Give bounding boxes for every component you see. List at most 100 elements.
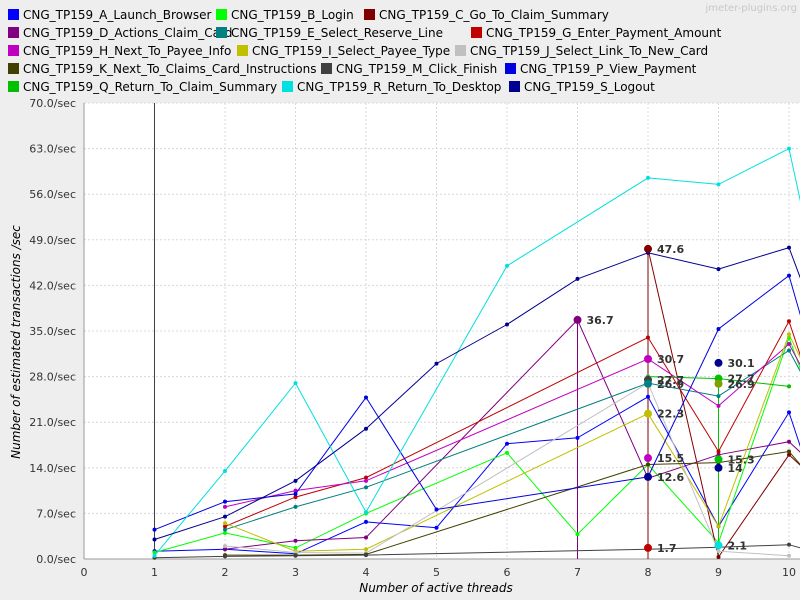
annotations: 36.747.630.727.726.922.315.512.61.730.12… bbox=[573, 243, 755, 555]
data-point bbox=[434, 525, 439, 530]
data-point bbox=[293, 504, 298, 509]
annotation-point bbox=[714, 358, 723, 367]
data-point bbox=[364, 535, 368, 540]
annotation-label: 22.3 bbox=[657, 408, 684, 421]
annotation-point bbox=[714, 455, 723, 464]
data-point bbox=[293, 495, 298, 500]
x-axis-title: Number of active threads bbox=[359, 581, 513, 595]
data-point bbox=[223, 469, 227, 474]
annotation-point bbox=[714, 463, 723, 472]
data-point bbox=[505, 322, 509, 327]
data-point bbox=[716, 403, 721, 408]
data-point bbox=[787, 410, 791, 415]
data-point bbox=[575, 276, 580, 281]
y-tick-label: 63.0/sec bbox=[29, 143, 76, 156]
data-point bbox=[787, 348, 791, 353]
tick-labels: 0 1 2 3 4 5 6 7 8 9 10 0.0/sec 7.0/sec 14.0/sec 21.0/s… bbox=[29, 97, 796, 579]
x-tick-label: 5 bbox=[433, 566, 440, 579]
legend-swatch bbox=[216, 9, 227, 20]
data-point bbox=[364, 519, 368, 524]
data-point bbox=[787, 542, 791, 547]
data-point bbox=[646, 335, 650, 340]
x-tick-label: 2 bbox=[222, 566, 229, 579]
annotation-label: 12.6 bbox=[657, 471, 684, 484]
annotation-label: 30.7 bbox=[657, 353, 684, 366]
data-point bbox=[364, 478, 368, 483]
data-point bbox=[293, 488, 298, 493]
y-tick-label: 56.0/sec bbox=[29, 188, 76, 201]
series-15 bbox=[152, 245, 800, 542]
data-point bbox=[223, 504, 227, 509]
data-point bbox=[716, 449, 721, 454]
x-tick-label: 7 bbox=[574, 566, 581, 579]
x-tick-label: 9 bbox=[715, 566, 722, 579]
data-point bbox=[152, 550, 157, 555]
legend-label: CNG_TP159_S_Logout bbox=[524, 80, 655, 94]
annotation-label: 27.7 bbox=[728, 373, 755, 386]
x-tick-label: 4 bbox=[363, 566, 370, 579]
data-point bbox=[787, 384, 791, 389]
x-tick-label: 6 bbox=[504, 566, 511, 579]
data-point bbox=[364, 547, 368, 552]
y-tick-label: 14.0/sec bbox=[29, 462, 76, 475]
data-point bbox=[364, 485, 368, 490]
annotation-point bbox=[644, 409, 652, 418]
legend-label: CNG_TP159_Q_Return_To_Claim_Summary bbox=[23, 80, 277, 94]
data-point bbox=[364, 475, 368, 480]
data-point bbox=[505, 263, 509, 268]
y-axis-title: Number of estimated transactions /sec bbox=[9, 225, 23, 459]
data-point bbox=[787, 553, 791, 558]
legend-swatch bbox=[505, 63, 516, 74]
x-tick-label: 0 bbox=[81, 566, 88, 579]
series-line bbox=[224, 382, 790, 557]
legend-label: CNG_TP159_H_Next_To_Payee_Info bbox=[23, 44, 231, 58]
annotation-label: 26.9 bbox=[657, 378, 684, 391]
data-point bbox=[716, 267, 721, 272]
data-point bbox=[646, 175, 650, 180]
legend-label: CNG_TP159_E_Select_Reserve_Line bbox=[231, 26, 443, 40]
data-point bbox=[787, 439, 791, 444]
data-point bbox=[787, 245, 791, 250]
data-point bbox=[223, 547, 227, 552]
data-point bbox=[364, 395, 368, 400]
annotation-point bbox=[714, 541, 723, 550]
series-line bbox=[224, 319, 800, 550]
watermark: jmeter-plugins.org bbox=[704, 3, 797, 14]
legend-label: CNG_TP159_D_Actions_Claim_Card bbox=[23, 26, 232, 40]
data-point bbox=[293, 491, 298, 496]
legend-swatch bbox=[364, 9, 375, 20]
annotation-label: 47.6 bbox=[657, 243, 684, 256]
data-point bbox=[223, 514, 227, 519]
annotation-label: 36.7 bbox=[587, 314, 614, 327]
annotation-point bbox=[644, 454, 652, 463]
y-tick-label: 28.0/sec bbox=[29, 371, 76, 384]
data-point bbox=[716, 555, 721, 560]
data-point bbox=[787, 332, 791, 337]
data-point bbox=[575, 532, 580, 537]
data-point bbox=[716, 394, 721, 399]
data-point bbox=[505, 450, 509, 455]
annotation-point bbox=[644, 543, 652, 552]
data-point bbox=[293, 538, 298, 543]
legend-swatch bbox=[8, 27, 19, 38]
legend-swatch bbox=[8, 81, 19, 92]
legend-swatch bbox=[237, 45, 248, 56]
series-6 bbox=[223, 319, 800, 529]
data-point bbox=[505, 441, 509, 446]
legend-label: CNG_TP159_G_Enter_Payment_Amount bbox=[486, 26, 722, 40]
data-point bbox=[293, 381, 298, 386]
legend-swatch bbox=[321, 63, 332, 74]
data-point bbox=[293, 478, 298, 483]
annotation-point bbox=[573, 315, 582, 324]
data-point bbox=[293, 545, 298, 550]
legend-swatch bbox=[282, 81, 293, 92]
data-point bbox=[787, 449, 791, 454]
series-line bbox=[154, 544, 800, 559]
data-point bbox=[223, 543, 227, 548]
series-12 bbox=[152, 273, 800, 532]
y-tick-label: 21.0/sec bbox=[29, 416, 76, 429]
annotation-label: 27.7 bbox=[657, 374, 684, 387]
legend-label: CNG_TP159_R_Return_To_Desktop bbox=[297, 80, 501, 94]
data-point bbox=[787, 273, 791, 278]
legend: CNG_TP159_A_Launch_Browser CNG_TP159_B_Lo… bbox=[8, 8, 722, 94]
